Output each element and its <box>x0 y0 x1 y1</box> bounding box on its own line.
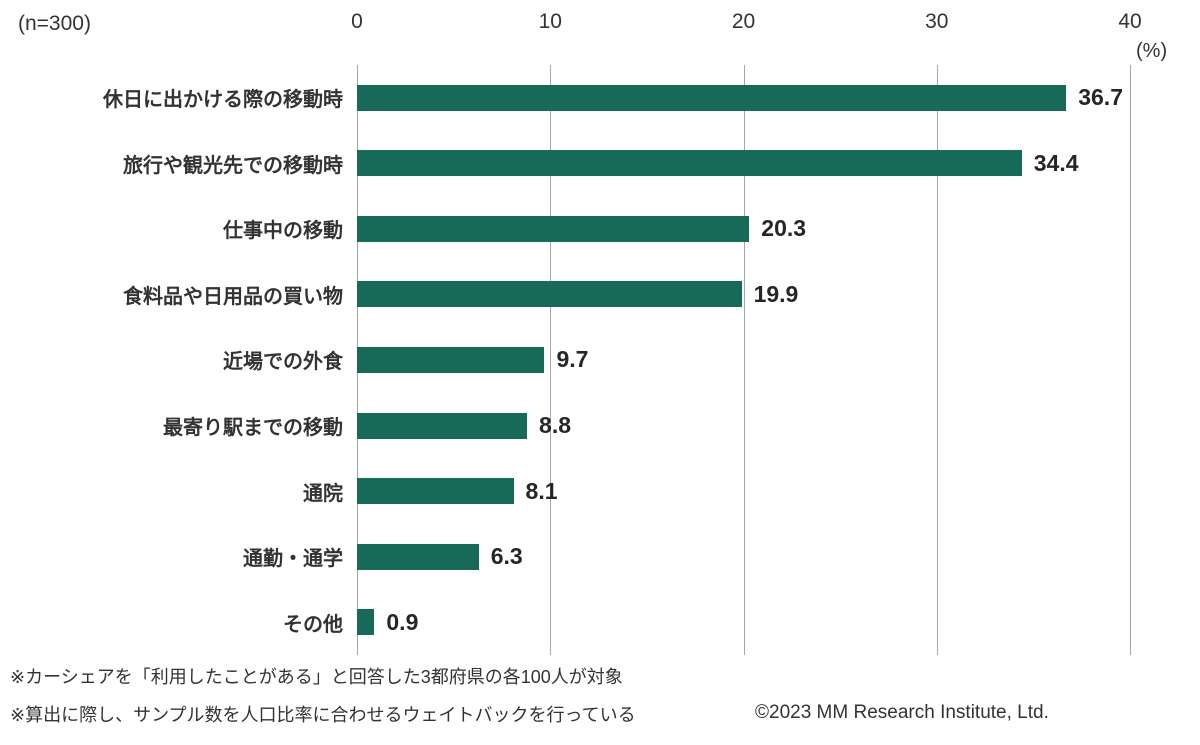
bar-track: 0.9 <box>357 589 1200 655</box>
copyright-label: ©2023 MM Research Institute, Ltd. <box>755 702 1049 723</box>
bar-track: 34.4 <box>357 131 1200 197</box>
x-axis-tick: 0 <box>351 10 363 33</box>
category-label: 通勤・通学 <box>243 548 343 571</box>
gridline <box>550 65 552 655</box>
bar <box>357 150 1022 177</box>
value-label: 8.1 <box>525 477 558 504</box>
value-label: 8.8 <box>539 412 572 439</box>
footnote-2: ※算出に際し、サンプル数を人口比率に合わせるウェイトバックを行っている <box>10 705 636 725</box>
bar-track: 8.8 <box>357 393 1200 459</box>
bar-rows: 休日に出かける際の移動時 36.7 旅行や観光先での移動時 34.4 仕事中の移動 20.… <box>0 65 1200 655</box>
x-axis-tick: 10 <box>538 10 562 33</box>
category-label: 近場での外食 <box>223 351 343 374</box>
value-label: 36.7 <box>1078 84 1123 111</box>
chart-row: 休日に出かける際の移動時 36.7 <box>0 65 1200 131</box>
gridline <box>936 65 938 655</box>
value-label: 20.3 <box>761 215 807 242</box>
bar <box>357 346 545 373</box>
category-label: 仕事中の移動 <box>223 220 343 243</box>
category-label: 旅行や観光先での移動時 <box>123 154 343 177</box>
bar-track: 19.9 <box>357 262 1200 328</box>
footnote-1: ※カーシェアを「利用したことがある」と回答した3都府県の各100人が対象 <box>10 667 623 687</box>
bar-track: 36.7 <box>357 65 1200 131</box>
chart-row: 食料品や日用品の買い物 19.9 <box>0 262 1200 328</box>
value-label: 19.9 <box>753 280 799 307</box>
x-axis-tick: 30 <box>925 10 949 33</box>
chart-row: 旅行や観光先での移動時 34.4 <box>0 131 1200 197</box>
bar <box>357 281 742 308</box>
bar <box>357 412 528 439</box>
bar-track: 6.3 <box>357 524 1200 590</box>
bar <box>357 215 750 242</box>
sample-size-label: (n=300) <box>18 12 91 35</box>
bar <box>357 478 514 505</box>
chart-row: 通院 8.1 <box>0 458 1200 524</box>
category-label: 食料品や日用品の買い物 <box>123 285 343 308</box>
bar <box>357 84 1067 111</box>
category-label: 休日に出かける際の移動時 <box>103 89 343 112</box>
percent-unit-label: (%) <box>1136 40 1168 62</box>
value-label: 34.4 <box>1033 149 1079 176</box>
x-axis: 0 10 20 30 40 <box>351 10 1142 36</box>
bar-track: 20.3 <box>357 196 1200 262</box>
x-axis-tick: 40 <box>1118 10 1142 33</box>
category-label: 最寄り駅までの移動 <box>163 417 343 440</box>
value-label: 6.3 <box>490 543 523 570</box>
gridline <box>743 65 745 655</box>
chart-row: 最寄り駅までの移動 8.8 <box>0 393 1200 459</box>
bar-track: 9.7 <box>357 327 1200 393</box>
x-axis-tick: 20 <box>731 10 756 33</box>
chart-row: その他 0.9 <box>0 589 1200 655</box>
category-label: その他 <box>283 613 343 636</box>
gridline <box>1130 65 1131 655</box>
value-label: 9.7 <box>556 346 589 373</box>
chart-row: 通勤・通学 6.3 <box>0 524 1200 590</box>
bar <box>357 609 375 636</box>
bar <box>357 543 479 570</box>
chart-row: 近場での外食 9.7 <box>0 327 1200 393</box>
chart-row: 仕事中の移動 20.3 <box>0 196 1200 262</box>
value-label: 0.9 <box>386 608 419 635</box>
category-label: 通院 <box>303 482 343 505</box>
bar-track: 8.1 <box>357 458 1200 524</box>
